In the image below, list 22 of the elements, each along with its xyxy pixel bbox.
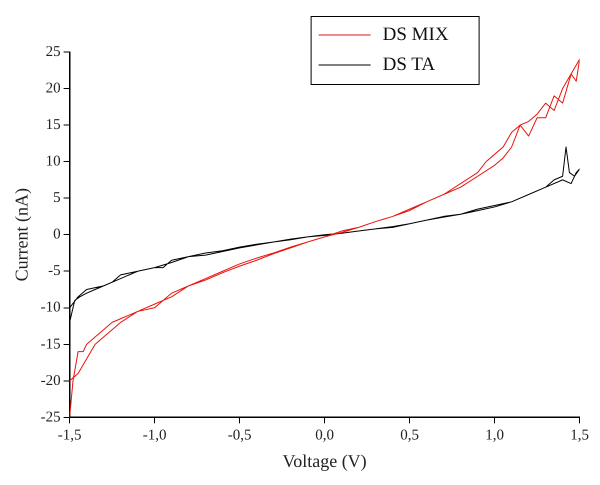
- y-tick-label: -20: [40, 372, 61, 389]
- y-tick-label: 20: [46, 80, 61, 96]
- x-tick-label: -1,5: [58, 427, 82, 444]
- y-tick-label: 0: [53, 226, 61, 243]
- y-tick-label: -10: [40, 300, 61, 316]
- y-tick-label: -5: [48, 263, 61, 280]
- x-tick-label: -0,5: [228, 427, 252, 444]
- y-axis-title: Current (nA): [12, 188, 32, 282]
- y-tick-label: 10: [46, 154, 61, 170]
- x-tick-label: -1,0: [142, 427, 166, 444]
- legend-label: DS TA: [382, 54, 436, 75]
- y-tick-label: -15: [40, 336, 61, 352]
- y-tick-label: -25: [40, 409, 61, 426]
- legend-label: DS MIX: [382, 24, 449, 45]
- x-tick-label: 0,0: [315, 427, 334, 444]
- y-tick-label: 15: [46, 117, 61, 134]
- y-tick-label: 25: [46, 44, 61, 60]
- x-axis-title: Voltage (V): [282, 450, 367, 471]
- y-tick-label: 5: [53, 190, 61, 206]
- x-tick-label: 1,5: [570, 427, 589, 444]
- x-tick-label: 0,5: [400, 427, 419, 444]
- x-tick-label: 1,0: [485, 427, 504, 444]
